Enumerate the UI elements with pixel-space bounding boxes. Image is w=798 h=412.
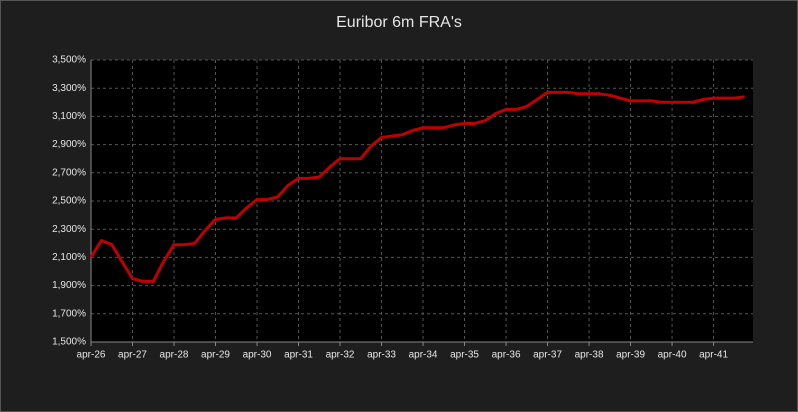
x-tick-label: apr-40 <box>658 350 687 361</box>
y-tick-label: 2,300% <box>52 224 86 235</box>
y-tick-label: 3,500% <box>52 55 86 66</box>
y-tick-label: 1,700% <box>52 308 86 319</box>
x-tick-label: apr-29 <box>201 350 230 361</box>
x-tick-label: apr-34 <box>409 350 438 361</box>
x-tick-label: apr-41 <box>699 350 728 361</box>
x-tick-label: apr-33 <box>367 350 396 361</box>
y-tick-label: 1,900% <box>52 280 86 291</box>
chart-title: Euribor 6m FRA's <box>336 14 462 31</box>
x-tick-label: apr-37 <box>533 350 562 361</box>
x-tick-label: apr-31 <box>284 350 313 361</box>
y-tick-label: 2,700% <box>52 167 86 178</box>
x-tick-label: apr-38 <box>575 350 604 361</box>
y-tick-label: 2,100% <box>52 252 86 263</box>
x-tick-label: apr-39 <box>616 350 645 361</box>
y-tick-label: 3,100% <box>52 111 86 122</box>
y-tick-label: 2,900% <box>52 139 86 150</box>
x-tick-label: apr-27 <box>118 350 147 361</box>
x-tick-label: apr-30 <box>243 350 272 361</box>
x-tick-label: apr-35 <box>450 350 479 361</box>
y-tick-label: 1,500% <box>52 337 86 348</box>
x-tick-label: apr-28 <box>160 350 189 361</box>
y-tick-label: 3,300% <box>52 83 86 94</box>
x-tick-label: apr-26 <box>77 350 106 361</box>
y-tick-label: 2,500% <box>52 196 86 207</box>
x-tick-label: apr-36 <box>492 350 521 361</box>
series-line <box>89 90 745 283</box>
x-tick-label: apr-32 <box>326 350 355 361</box>
